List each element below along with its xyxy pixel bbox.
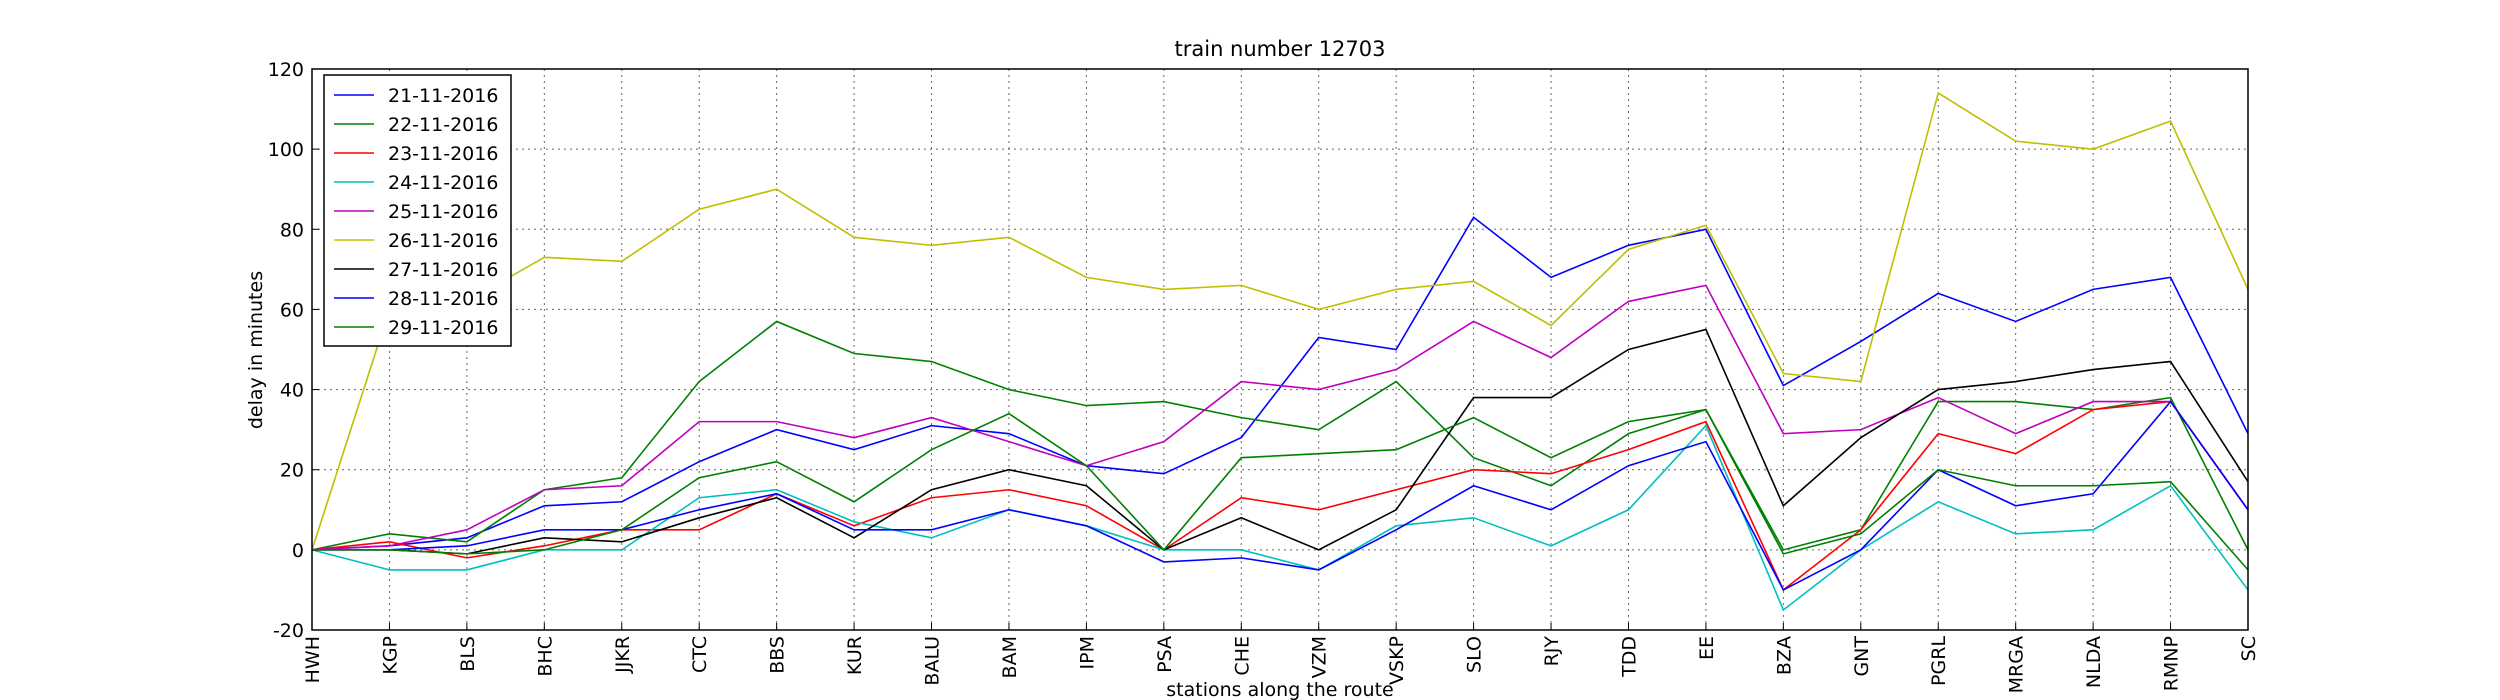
plot-frame [311, 68, 2249, 631]
x-tick-label: PSA [1154, 636, 1176, 673]
legend-label: 23-11-2016 [388, 143, 498, 165]
chart-title: train number 12703 [1175, 37, 1386, 61]
x-tick-label: TDD [1618, 636, 1640, 678]
y-tick-label: 0 [292, 540, 304, 562]
legend-label: 26-11-2016 [388, 230, 498, 252]
series-line [311, 216, 2249, 551]
legend-label: 28-11-2016 [388, 288, 498, 310]
x-tick-label: EE [1696, 636, 1718, 660]
x-tick-label: KGP [379, 636, 401, 675]
x-tick-label: PGRL [1928, 636, 1950, 686]
y-tick-label: 120 [268, 59, 304, 81]
y-tick-label: 20 [280, 460, 304, 482]
series-line [311, 400, 2249, 592]
x-tick-label: IPM [1076, 636, 1098, 669]
x-tick-label: KUR [844, 636, 866, 675]
x-tick-label: BALU [922, 636, 944, 686]
x-tick-label: BZA [1773, 636, 1795, 675]
x-axis-label: stations along the route [1166, 679, 1393, 700]
x-tick-label: CTC [689, 636, 711, 673]
y-tick-label: -20 [273, 620, 304, 642]
series-line [312, 328, 2249, 555]
y-tick-label: 80 [280, 219, 304, 241]
x-tick-label: NLDA [2083, 636, 2105, 688]
series-line [311, 424, 2249, 612]
x-tick-label: SLO [1464, 636, 1486, 673]
x-tick-label: VZM [1309, 636, 1331, 678]
x-tick-label: BLS [457, 636, 479, 672]
y-tick-label: 40 [280, 380, 304, 402]
x-tick-label: BHC [534, 636, 556, 677]
x-tick-label: MRGA [2006, 636, 2028, 693]
x-tick-label: RMNP [2161, 636, 2183, 691]
y-axis-label: delay in minutes [245, 271, 267, 429]
x-tick-label: CHE [1231, 636, 1253, 676]
series-line [311, 320, 2249, 551]
y-tick-label: 60 [280, 299, 304, 321]
legend-label: 21-11-2016 [388, 85, 498, 107]
x-tick-label: BBS [767, 636, 789, 674]
x-tick-label: JJKR [612, 636, 634, 674]
legend-label: 22-11-2016 [388, 114, 498, 136]
x-tick-label: VSKP [1386, 636, 1408, 685]
series-line [312, 408, 2249, 571]
x-tick-label: RJY [1541, 636, 1563, 667]
x-tick-label: HWH [302, 636, 324, 683]
y-tick-label: 100 [268, 139, 304, 161]
x-tick-label: GNT [1851, 636, 1873, 677]
series-line [312, 400, 2249, 592]
series-line [311, 284, 2249, 551]
legend-label: 24-11-2016 [388, 172, 498, 194]
legend-label: 27-11-2016 [388, 259, 498, 281]
x-tick-label: BAM [999, 636, 1021, 678]
series-line [311, 91, 2249, 551]
legend-label: 25-11-2016 [388, 201, 498, 223]
x-tick-label: SC [2238, 636, 2260, 661]
legend-label: 29-11-2016 [388, 317, 498, 339]
